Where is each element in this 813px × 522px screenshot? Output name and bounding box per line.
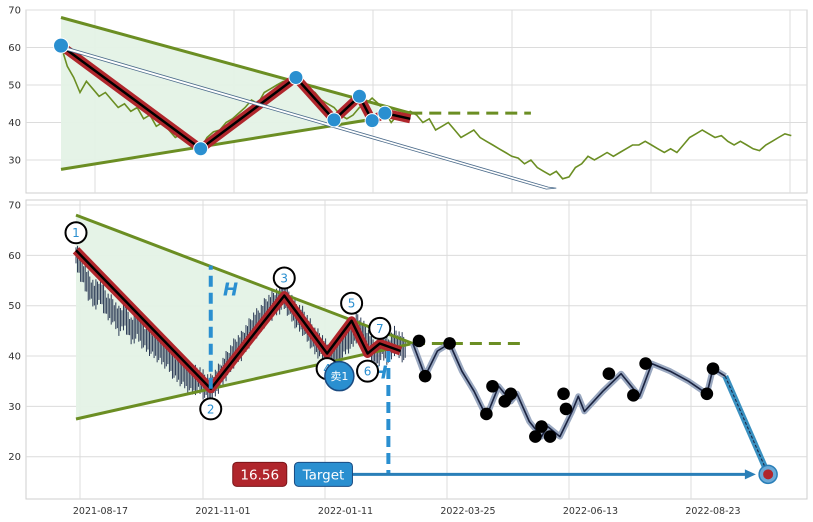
zigzag-line xyxy=(75,249,402,391)
y-tick-label: 30 xyxy=(8,156,21,167)
pivot-marker xyxy=(288,70,304,85)
target-badge xyxy=(293,461,353,487)
pivot-label-circle xyxy=(199,397,223,421)
pivot-marker xyxy=(53,37,69,54)
pivot-label-circle xyxy=(340,291,364,315)
bottom-black-markers xyxy=(412,334,720,443)
pivot-marker xyxy=(364,113,380,129)
pivot-dot xyxy=(480,407,493,421)
pivot-label: 5 xyxy=(348,297,356,311)
pivot-marker xyxy=(351,88,367,104)
pivot-dot xyxy=(535,420,548,433)
pivot-dot xyxy=(543,430,557,443)
y-tick-label: 50 xyxy=(8,81,21,92)
y-tick-label: 60 xyxy=(8,43,21,54)
y-tick-label: 40 xyxy=(8,118,21,129)
x-tick-label: 2022-01-11 xyxy=(318,506,373,517)
bottom-chart-panel: 20 30 40 50 60 70 2021-08-17 2021-11-01 2022-01… xyxy=(8,199,808,517)
y-tick-label: 30 xyxy=(8,402,21,413)
pivot-dot xyxy=(627,389,640,402)
pivot-label-circle xyxy=(64,221,88,245)
pivot-label: 2 xyxy=(207,402,215,416)
pivot-marker xyxy=(193,141,209,157)
target-arrow-head xyxy=(744,469,756,480)
x-tick-label: 2022-08-23 xyxy=(685,506,740,517)
height-label: H xyxy=(223,280,238,301)
target-marker-inner xyxy=(763,469,774,480)
target-badge-label: Target xyxy=(302,467,345,483)
bottom-zigzag xyxy=(72,247,403,394)
bottom-pivot-labels: 1234567 xyxy=(64,221,392,421)
triangle-fill xyxy=(61,17,411,170)
y-tick-label: 60 xyxy=(8,251,21,262)
pivot-dot xyxy=(559,402,573,416)
pivot-dot xyxy=(557,387,570,401)
pivot-label-circle xyxy=(368,316,392,340)
pivot-dot xyxy=(602,367,616,380)
pivot-dot xyxy=(504,387,518,401)
x-tick-label: 2021-11-01 xyxy=(195,506,250,517)
pivot-label-circle xyxy=(272,266,296,290)
pivot-label: 1 xyxy=(72,226,80,240)
pivot-dot xyxy=(412,334,426,348)
y-tick-label: 70 xyxy=(8,201,21,212)
top-pivot-markers xyxy=(53,37,393,157)
bottom-triangle-fill xyxy=(76,215,413,419)
lower-trendline xyxy=(60,111,411,171)
pivot-label: 3 xyxy=(280,272,288,286)
y-tick-label: 40 xyxy=(8,352,21,363)
bottom-x-tick-labels: 2021-08-17 2021-11-01 2022-01-11 2022-03-25… xyxy=(73,506,741,517)
pivot-dot xyxy=(418,369,432,383)
x-tick-label: 2022-03-25 xyxy=(440,506,495,517)
price-badge xyxy=(232,461,288,487)
pivot-dot xyxy=(486,379,499,393)
pivot-label-circle xyxy=(356,359,380,383)
projection-line-inner xyxy=(724,375,769,475)
pivot-dot xyxy=(639,357,652,370)
pivot-marker xyxy=(326,112,342,128)
signal-label: 卖1 xyxy=(330,370,348,383)
bottom-annotations: 卖1 16.56 Target xyxy=(232,360,778,487)
y-tick-label: 50 xyxy=(8,301,21,312)
y-tick-label: 70 xyxy=(8,6,21,17)
y-tick-label: 20 xyxy=(8,452,21,463)
top-chart-panel: 30 40 50 60 70 xyxy=(8,6,808,194)
x-tick-label: 2021-08-17 xyxy=(73,506,128,517)
pivot-dot xyxy=(529,430,542,443)
pivot-dot xyxy=(700,387,714,401)
pivot-label: 6 xyxy=(364,365,372,379)
pivot-dot xyxy=(706,362,720,375)
pivot-label: 7 xyxy=(376,322,384,336)
bottom-y-tick-labels: 20 30 40 50 60 70 xyxy=(8,201,21,464)
top-triangle-fill xyxy=(61,17,411,170)
lower-trendline xyxy=(75,342,414,421)
triangle-fill xyxy=(76,215,413,419)
top-y-tick-labels: 30 40 50 60 70 xyxy=(8,6,21,167)
signal-bubble xyxy=(324,360,355,392)
pivot-marker xyxy=(377,105,393,121)
price-badge-value: 16.56 xyxy=(240,467,279,483)
x-tick-label: 2022-06-13 xyxy=(563,506,618,517)
pivot-dot xyxy=(443,337,456,350)
